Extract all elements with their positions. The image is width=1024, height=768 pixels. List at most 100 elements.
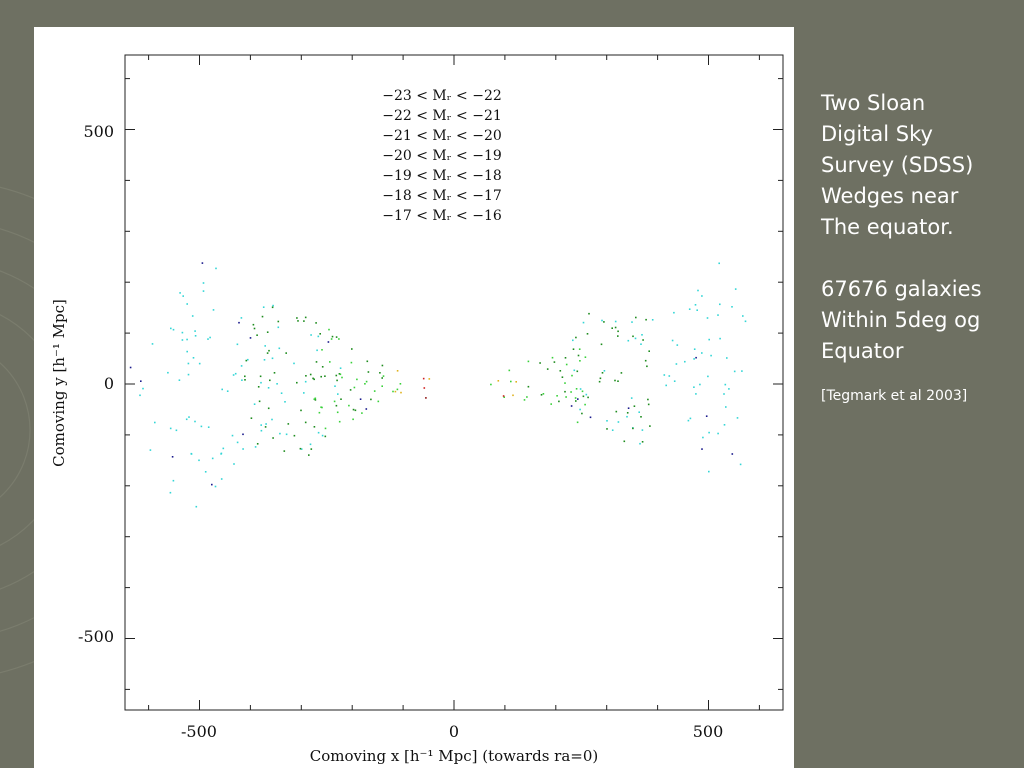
galaxy-point <box>586 333 589 335</box>
galaxy-point <box>615 410 618 413</box>
galaxy-point <box>245 359 248 362</box>
galaxy-point <box>303 392 305 394</box>
galaxy-point <box>633 405 636 407</box>
galaxy-point <box>741 370 743 372</box>
galaxy-point <box>515 381 517 383</box>
galaxy-point <box>577 398 579 400</box>
galaxy-point <box>731 453 734 455</box>
galaxy-point <box>572 348 575 350</box>
galaxy-point <box>338 420 341 423</box>
galaxy-point <box>584 403 586 406</box>
galaxy-point <box>559 370 562 372</box>
galaxy-point <box>353 386 356 389</box>
galaxy-point <box>617 330 619 333</box>
galaxy-point <box>671 339 674 342</box>
galaxy-point <box>305 375 307 377</box>
galaxy-point <box>684 360 686 363</box>
galaxy-point <box>542 393 545 395</box>
galaxy-point <box>315 322 317 324</box>
galaxy-point <box>263 359 266 361</box>
galaxy-point <box>247 358 249 361</box>
galaxy-point <box>503 396 505 398</box>
galaxy-point <box>512 394 514 397</box>
galaxy-point <box>194 335 197 337</box>
galaxy-point <box>350 361 353 364</box>
galaxy-point <box>647 398 649 401</box>
count-line: Within 5deg og <box>821 308 981 332</box>
galaxy-point <box>352 408 355 411</box>
galaxy-point <box>316 349 318 352</box>
galaxy-point <box>701 352 703 354</box>
galaxy-point <box>303 320 305 322</box>
galaxy-point <box>719 337 721 340</box>
galaxy-point <box>202 290 205 292</box>
galaxy-point <box>734 288 737 290</box>
galaxy-point <box>175 429 178 432</box>
galaxy-point <box>561 376 564 378</box>
galaxy-point <box>361 412 363 414</box>
galaxy-point <box>272 437 274 439</box>
galaxy-point <box>283 450 286 452</box>
galaxy-point <box>221 388 223 391</box>
galaxy-point <box>723 424 726 426</box>
galaxy-point <box>588 312 590 315</box>
galaxy-point <box>587 396 589 399</box>
galaxy-point <box>425 397 427 399</box>
galaxy-point <box>320 406 322 408</box>
galaxy-points-layer <box>129 262 747 508</box>
galaxy-point <box>551 356 554 359</box>
galaxy-point <box>202 282 205 284</box>
galaxy-point <box>336 379 338 382</box>
galaxy-point <box>617 335 619 337</box>
galaxy-point <box>736 417 739 419</box>
galaxy-point <box>324 375 326 377</box>
galaxy-count-text: 67676 galaxies Within 5deg og Equator <box>821 274 1021 367</box>
galaxy-point <box>428 378 431 380</box>
galaxy-point <box>718 262 720 265</box>
galaxy-point <box>314 397 317 400</box>
galaxy-point <box>556 395 558 397</box>
galaxy-point <box>140 380 142 382</box>
galaxy-point <box>187 362 190 365</box>
galaxy-point <box>635 316 637 319</box>
galaxy-point <box>253 327 256 330</box>
galaxy-point <box>352 418 354 421</box>
galaxy-point <box>226 390 229 392</box>
galaxy-point <box>220 478 223 480</box>
galaxy-point <box>579 388 582 390</box>
galaxy-point <box>688 308 691 310</box>
galaxy-point <box>550 403 552 405</box>
galaxy-point <box>579 408 581 411</box>
galaxy-point <box>279 432 281 435</box>
galaxy-point <box>328 328 330 331</box>
galaxy-point <box>675 363 678 365</box>
galaxy-point <box>304 421 307 424</box>
galaxy-point <box>574 397 577 399</box>
count-line: 67676 galaxies <box>821 277 982 301</box>
galaxy-point <box>259 375 262 378</box>
galaxy-point <box>232 374 235 376</box>
legend-entry: −18 < Mᵣ < −17 <box>382 188 502 204</box>
galaxy-point <box>200 425 203 428</box>
galaxy-point <box>341 376 343 379</box>
galaxy-point <box>340 398 342 400</box>
galaxy-point <box>623 440 626 443</box>
galaxy-point <box>335 404 338 407</box>
galaxy-point <box>264 426 267 428</box>
galaxy-point <box>172 328 175 331</box>
galaxy-point <box>546 368 549 370</box>
galaxy-point <box>739 463 742 466</box>
galaxy-point <box>171 456 174 458</box>
galaxy-point <box>299 447 302 450</box>
galaxy-point <box>192 357 195 359</box>
galaxy-point <box>333 400 336 403</box>
galaxy-point <box>571 374 573 377</box>
citation: [Tegmark et al 2003] <box>821 388 968 404</box>
galaxy-point <box>170 327 172 330</box>
galaxy-point <box>570 405 573 407</box>
galaxy-point <box>324 427 327 430</box>
galaxy-point <box>314 399 317 401</box>
galaxy-point <box>188 416 190 418</box>
galaxy-point <box>373 390 376 392</box>
galaxy-point <box>641 429 644 431</box>
